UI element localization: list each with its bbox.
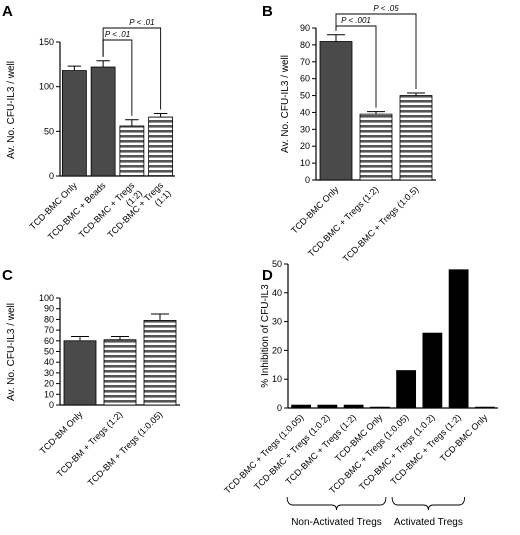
- significance-bracket: [335, 13, 417, 90]
- y-tick-label: 150: [39, 37, 54, 47]
- category-label-line: TCD-BMC Only: [28, 180, 80, 232]
- y-axis-label: % Inhibition of CFU-IL3: [260, 284, 271, 388]
- significance-bracket: [102, 27, 162, 110]
- chart-b: 0 10 20 30 40 50 60 70 80 90 Av. No. CFU-IL3 / wel…: [280, 4, 436, 264]
- y-tick-label: 90: [300, 23, 310, 33]
- bar: [343, 404, 364, 409]
- category-label-line: TCD-BMC Only: [438, 412, 490, 464]
- y-tick-label: 40: [44, 357, 54, 367]
- significance-label: P < .01: [129, 18, 154, 27]
- bar: [399, 95, 433, 181]
- bar: [90, 66, 116, 177]
- y-tick-label: 10: [44, 389, 54, 399]
- y-tick-label: 40: [272, 288, 282, 298]
- bar: [143, 320, 177, 406]
- chart-d: 0 10 20 30 40 50 % Inhibition of CFU-IL3 TCD-BM…: [222, 259, 498, 528]
- y-tick-label: 50: [44, 126, 54, 136]
- panel-a-letter: A: [2, 3, 13, 20]
- significance-label: P < .01: [105, 30, 130, 39]
- y-tick-label: 10: [272, 374, 282, 384]
- bar: [359, 113, 393, 181]
- bar: [448, 269, 469, 409]
- y-tick-label: 50: [272, 259, 282, 269]
- y-tick-label: 20: [44, 379, 54, 389]
- y-tick-label: 30: [44, 368, 54, 378]
- bar: [317, 404, 338, 409]
- panel-b: B 0 10 20 30 40 50 60 70 80 90 Av. No. CFU-IL3 / w…: [262, 3, 436, 264]
- bar: [63, 340, 97, 406]
- category-label: TCD-BMC + Tregs(1:1): [105, 180, 173, 248]
- significance-label: P < .001: [341, 16, 371, 25]
- category-label-line: TCD-BMC + Tregs (1:2): [306, 184, 380, 258]
- bar: [474, 406, 495, 409]
- bar: [422, 332, 443, 409]
- y-tick-label: 70: [44, 325, 54, 335]
- bar: [103, 339, 137, 406]
- y-axis-label: Av. No. CFU-IL3 / well: [6, 61, 17, 159]
- y-tick-label: 100: [39, 293, 54, 303]
- category-label: TCD-BM + Tregs (1:0.05): [86, 409, 165, 488]
- category-label-line: TCD-BM + Tregs (1:0.05): [86, 409, 165, 488]
- group-brace: [286, 496, 387, 511]
- y-tick-label: 70: [300, 57, 310, 67]
- y-tick-label: 60: [300, 74, 310, 84]
- category-label: TCD-BMC Only: [28, 180, 80, 232]
- y-tick-label: 80: [300, 40, 310, 50]
- y-tick-label: 60: [44, 336, 54, 346]
- panel-c-letter: C: [2, 267, 13, 284]
- bar: [369, 406, 390, 409]
- category-label: TCD-BMC + Tregs (1:0.5): [341, 184, 421, 264]
- panel-d: D 0 10 20 30 40 50 % Inhibition of CFU-IL3 TCD-…: [222, 259, 498, 528]
- group-brace: [391, 496, 466, 511]
- category-label: TCD-BM + Tregs (1:2): [55, 409, 125, 479]
- y-tick-label: 0: [305, 175, 310, 185]
- bar: [396, 370, 417, 409]
- y-tick-label: 0: [277, 403, 282, 413]
- group-label: Activated Tregs: [394, 517, 463, 528]
- y-tick-label: 80: [44, 314, 54, 324]
- bar: [119, 125, 145, 177]
- category-label: TCD-BMC + Tregs (1:2): [306, 184, 380, 258]
- bar: [61, 70, 87, 177]
- bar: [148, 116, 174, 177]
- category-label-line: TCD-BM + Tregs (1:2): [55, 409, 125, 479]
- y-tick-label: 30: [272, 317, 282, 327]
- bar: [319, 41, 353, 181]
- y-axis-label: Av. No. CFU-IL3 / well: [280, 55, 291, 153]
- category-label: TCD-BMC Only: [438, 412, 490, 464]
- y-tick-label: 40: [300, 107, 310, 117]
- chart-a: 0 50 100 150 Av. No. CFU-IL3 / well TCD-BMC O…: [6, 18, 175, 248]
- y-tick-label: 50: [300, 91, 310, 101]
- panel-d-letter: D: [262, 267, 273, 284]
- panel-a: A 0 50 100 150 Av. No. CFU-IL3 / well TCD-BMC…: [2, 3, 175, 248]
- bar: [291, 404, 312, 409]
- significance-label: P < .05: [373, 4, 399, 13]
- y-tick-label: 50: [44, 347, 54, 357]
- y-tick-label: 90: [44, 304, 54, 314]
- y-tick-label: 0: [49, 400, 54, 410]
- group-label: Non-Activated Tregs: [291, 517, 382, 528]
- category-label-line: TCD-BMC + Tregs (1:0.5): [341, 184, 421, 264]
- y-tick-label: 0: [49, 171, 54, 181]
- y-tick-label: 20: [300, 141, 310, 151]
- y-tick-label: 30: [300, 124, 310, 134]
- y-tick-label: 100: [39, 82, 54, 92]
- y-tick-label: 20: [272, 345, 282, 355]
- y-tick-label: 10: [300, 158, 310, 168]
- panel-b-letter: B: [262, 3, 273, 20]
- y-axis-label: Av. No. CFU-IL3 / well: [6, 303, 17, 401]
